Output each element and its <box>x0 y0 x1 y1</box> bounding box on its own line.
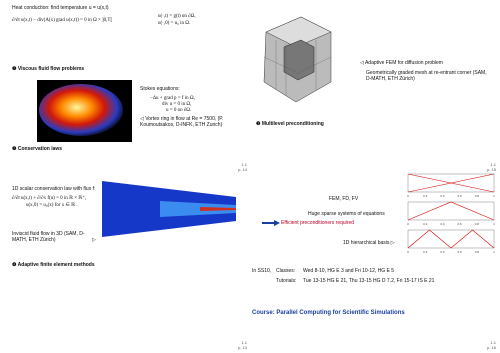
tick-label: 0 <box>407 250 409 254</box>
equation: ∂/∂t u(x,t) + ∂/∂x f(u) = 0 in ℝ × ℝ⁺, <box>12 196 87 201</box>
text: Efficient preconditioners required <box>281 220 355 226</box>
caption: Geometrically graded mesh at re-entrant … <box>366 70 487 82</box>
schedule: Tue 13-15 HG E 21, Thu 13-15 HG D 7.2, F… <box>303 278 435 284</box>
equation: u(·,t) = g(t) on ∂Ω, <box>158 14 196 19</box>
tick-label: 0.8 <box>475 222 480 226</box>
footer: p. 14 <box>238 167 247 172</box>
footer: 1.1 <box>241 162 247 167</box>
tick-label: 0.8 <box>475 250 480 254</box>
tick-label: 0.6 <box>458 250 463 254</box>
flow-image <box>102 181 236 237</box>
mesh-image <box>263 16 332 103</box>
tick-label: 0.2 <box>423 194 428 198</box>
label: Classes: <box>276 268 296 274</box>
label: Stokes equations: <box>140 86 180 92</box>
tick-label: 0.8 <box>475 194 480 198</box>
equation: u(·,0) = u₀ in Ω. <box>158 21 191 26</box>
footer: p. 16 <box>487 345 496 350</box>
footer: p. 15 <box>487 167 496 172</box>
equation: div u = 0 in Ω, <box>162 102 192 107</box>
equation: ∂/∂t u(x,t) − div(A(x) grad u(x,t)) = 0 … <box>12 18 113 23</box>
equation: u(x,0) = u₀(x) for x ∈ ℝ . <box>26 203 78 208</box>
list-item: ❷ Conservation laws <box>12 146 63 152</box>
tick-label: 1 <box>493 194 495 198</box>
footer: 1.1 <box>241 340 247 345</box>
course-title: Course: Parallel Computing for Scientifi… <box>252 310 405 316</box>
caption: Inviscid fluid flow in 3D (SAM, D-MATH, … <box>12 231 85 243</box>
arrow-icon <box>262 220 280 226</box>
footer: 1.1 <box>490 340 496 345</box>
list-item: ❸ Multilevel preconditioning <box>256 121 324 127</box>
equation: u = 0 on ∂Ω. <box>166 108 192 113</box>
tick-label: 0.4 <box>440 250 445 254</box>
footer: 1.1 <box>490 162 496 167</box>
list-item: ❹ Adaptive finite element methods <box>12 262 95 268</box>
tick-label: 0 <box>407 194 409 198</box>
arrow: ▷ <box>92 237 96 243</box>
schedule: Wed 8-10, HG E 3 and Fri 10-12, HG E 5 <box>303 268 395 274</box>
tick-label: 0.6 <box>458 222 463 226</box>
text: FEM, FD, FV <box>329 196 359 202</box>
tick-label: 0.4 <box>440 194 445 198</box>
tick-label: 0 <box>407 222 409 226</box>
heading: Heat conduction: find temperature u = u(… <box>12 5 109 11</box>
caption-title: ◁ Adaptive FEM for diffusion problem <box>360 60 443 66</box>
label: Tutorials: <box>276 278 297 284</box>
tick-label: 0.6 <box>458 194 463 198</box>
equation: −Δu + grad p = f in Ω, <box>150 96 195 101</box>
tick-label: 1 <box>493 250 495 254</box>
footer: p. 13 <box>238 345 247 350</box>
basis-plots: 0 0.2 0.4 0.6 0.8 1 0 0.2 0.4 0.6 0.8 1 0 0.2 0.4 0.6 0.… <box>407 173 495 254</box>
heading: 1D scalar conservation law with flux f: <box>12 186 96 192</box>
tick-label: 1 <box>493 222 495 226</box>
tick-label: 0.2 <box>423 222 428 226</box>
vortex-image <box>37 80 132 142</box>
term: In SS10, <box>252 268 272 274</box>
text: 1D hierarchical basis ▷ <box>343 240 395 246</box>
tick-label: 0.2 <box>423 250 428 254</box>
text: Huge sparse systems of equations <box>308 211 385 217</box>
tick-label: 0.4 <box>440 222 445 226</box>
list-item: ❶ Viscous fluid flow problems <box>12 66 85 72</box>
caption: ◁ Vortex ring in flow at Re = 7500, (P. … <box>140 116 224 128</box>
